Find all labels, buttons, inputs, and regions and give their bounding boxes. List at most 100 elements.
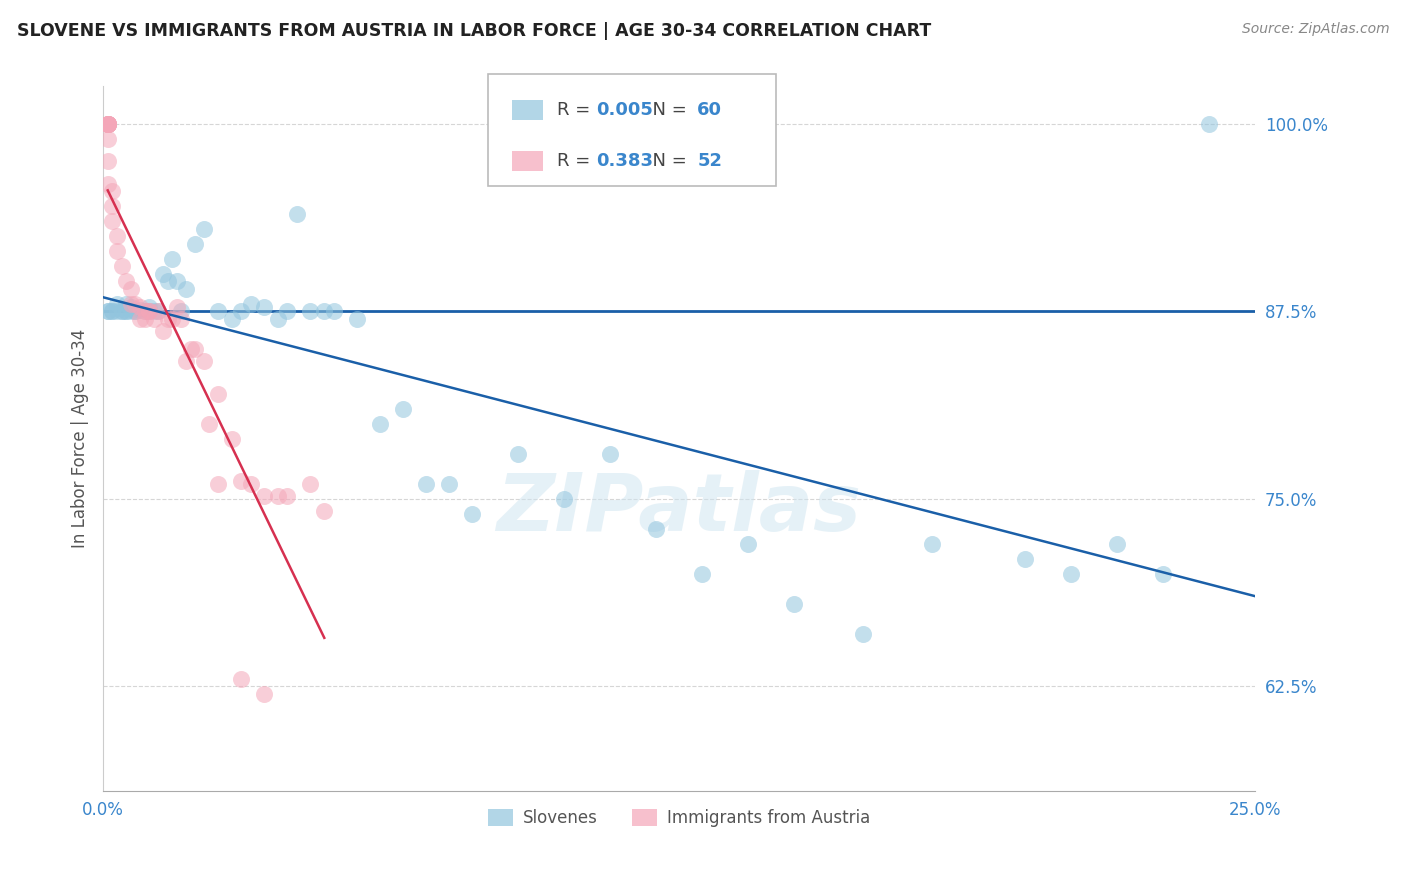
Text: ZIPatlas: ZIPatlas: [496, 470, 862, 549]
Point: [152, 324, 174, 338]
Point: [97, 117, 120, 131]
Point: [138, 304, 160, 318]
Point: [110, 304, 132, 318]
Point: [207, 304, 229, 318]
FancyBboxPatch shape: [488, 75, 776, 186]
Point: [115, 297, 138, 311]
Point: [221, 432, 243, 446]
Point: [120, 304, 142, 318]
Point: [231, 474, 253, 488]
Point: [134, 311, 156, 326]
Point: [124, 297, 146, 311]
Point: [1105, 537, 1128, 551]
Point: [1152, 566, 1174, 581]
Point: [162, 252, 184, 266]
Point: [162, 311, 184, 326]
Point: [101, 304, 124, 318]
Point: [101, 304, 124, 318]
Legend: Slovenes, Immigrants from Austria: Slovenes, Immigrants from Austria: [482, 802, 876, 834]
Point: [1014, 551, 1036, 566]
Text: 0.383: 0.383: [596, 152, 652, 170]
Point: [97, 177, 120, 191]
Point: [101, 199, 124, 213]
Point: [105, 297, 128, 311]
Y-axis label: In Labor Force | Age 30-34: In Labor Force | Age 30-34: [72, 329, 89, 549]
Text: SLOVENE VS IMMIGRANTS FROM AUSTRIA IN LABOR FORCE | AGE 30-34 CORRELATION CHART: SLOVENE VS IMMIGRANTS FROM AUSTRIA IN LA…: [17, 22, 931, 40]
Point: [134, 304, 156, 318]
Point: [314, 304, 336, 318]
Point: [120, 300, 142, 314]
Point: [97, 117, 120, 131]
Point: [97, 117, 120, 131]
Point: [142, 311, 165, 326]
Point: [101, 185, 124, 199]
Point: [193, 354, 215, 368]
Point: [105, 244, 128, 259]
Text: Source: ZipAtlas.com: Source: ZipAtlas.com: [1241, 22, 1389, 37]
Point: [97, 117, 120, 131]
Point: [97, 304, 120, 318]
Point: [115, 274, 138, 288]
Point: [115, 304, 138, 318]
Point: [129, 302, 152, 317]
Point: [322, 304, 344, 318]
Point: [97, 132, 120, 146]
Point: [276, 489, 298, 503]
Point: [105, 304, 128, 318]
Point: [110, 304, 132, 318]
Point: [115, 304, 138, 318]
Point: [690, 566, 713, 581]
Point: [148, 304, 170, 318]
Point: [299, 304, 322, 318]
Point: [193, 222, 215, 236]
Point: [852, 627, 875, 641]
Point: [1060, 566, 1083, 581]
Point: [166, 300, 188, 314]
Point: [152, 267, 174, 281]
Point: [110, 260, 132, 274]
Point: [253, 300, 276, 314]
Text: R =: R =: [557, 101, 596, 119]
Point: [134, 304, 156, 318]
Point: [461, 507, 484, 521]
Point: [285, 207, 308, 221]
Point: [156, 311, 179, 326]
Text: R =: R =: [557, 152, 596, 170]
Point: [97, 117, 120, 131]
Point: [437, 476, 460, 491]
Point: [138, 304, 160, 318]
Point: [231, 672, 253, 686]
Point: [174, 354, 197, 368]
Point: [783, 597, 806, 611]
Point: [174, 282, 197, 296]
Point: [184, 236, 207, 251]
Point: [221, 311, 243, 326]
Point: [120, 282, 142, 296]
Point: [415, 476, 437, 491]
Point: [120, 297, 142, 311]
Point: [267, 311, 290, 326]
Point: [239, 476, 262, 491]
Point: [207, 387, 229, 401]
Point: [105, 229, 128, 244]
Text: 0.005: 0.005: [596, 101, 652, 119]
Point: [97, 304, 120, 318]
Point: [198, 417, 221, 431]
Point: [239, 297, 262, 311]
Point: [599, 447, 621, 461]
Point: [346, 311, 368, 326]
Text: 60: 60: [697, 101, 723, 119]
Point: [97, 117, 120, 131]
Point: [170, 304, 193, 318]
Point: [645, 522, 668, 536]
Point: [129, 311, 152, 326]
Text: 52: 52: [697, 152, 723, 170]
Point: [97, 117, 120, 131]
Point: [166, 274, 188, 288]
Point: [148, 304, 170, 318]
Point: [314, 504, 336, 518]
Point: [180, 342, 202, 356]
Point: [97, 117, 120, 131]
Point: [921, 537, 943, 551]
Point: [231, 304, 253, 318]
